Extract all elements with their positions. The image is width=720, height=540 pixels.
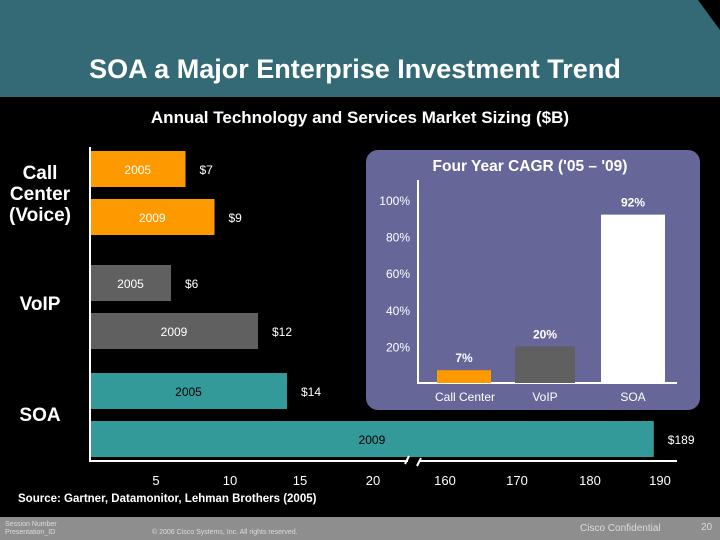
bar-year-label: 2005 — [175, 385, 202, 399]
cagr-bar — [515, 346, 575, 383]
cagr-bar — [437, 370, 491, 383]
x-tick-label: 160 — [434, 473, 456, 488]
bar-value-label: $189 — [668, 433, 695, 447]
x-tick-label: 20 — [366, 473, 380, 488]
source-note: Source: Gartner, Datamonitor, Lehman Bro… — [18, 493, 317, 505]
page-number: 20 — [701, 522, 713, 533]
x-tick-label: 180 — [579, 473, 601, 488]
bar-value-label: $6 — [185, 277, 199, 291]
bar-year-label: 2009 — [139, 211, 166, 225]
cagr-y-tick: 80% — [386, 231, 410, 245]
cagr-bar — [601, 214, 665, 383]
footer: Session Number Presentation_ID © 2006 Ci… — [0, 517, 720, 540]
bar — [90, 313, 258, 349]
presentation-id: Presentation_ID — [5, 529, 56, 536]
cagr-value-label: 92% — [621, 196, 645, 210]
bar — [90, 373, 287, 409]
bar-year-label: 2009 — [359, 433, 386, 447]
bar — [90, 421, 654, 457]
x-tick-label: 5 — [152, 473, 159, 488]
title-band — [0, 0, 720, 97]
cagr-y-tick: 60% — [386, 267, 410, 281]
bar-value-label: $12 — [272, 325, 292, 339]
axis-break-mark — [416, 457, 422, 467]
x-tick-label: 10 — [223, 473, 237, 488]
chart-subtitle: Annual Technology and Services Market Si… — [150, 108, 570, 127]
bar-year-label: 2009 — [161, 325, 188, 339]
category-call-center: Call Center (Voice) — [6, 163, 74, 226]
cagr-value-label: 20% — [533, 327, 557, 341]
bar-year-label: 2005 — [124, 163, 151, 177]
axis-break-mark — [404, 455, 410, 465]
category-voip: VoIP — [10, 294, 70, 315]
confidential-label: Cisco Confidential — [580, 523, 661, 534]
cagr-y-tick: 20% — [386, 340, 410, 354]
cagr-category-label: SOA — [620, 390, 645, 404]
cagr-title: Four Year CAGR ('05 – '09) — [433, 158, 628, 175]
cagr-y-tick: 100% — [379, 194, 410, 208]
corner-decoration — [698, 0, 720, 30]
bar — [90, 199, 215, 235]
cagr-value-label: 7% — [455, 351, 473, 365]
bar-value-label: $7 — [200, 163, 214, 177]
category-label: Call Center (Voice) — [9, 163, 71, 226]
category-soa: SOA — [10, 405, 70, 426]
cagr-category-label: Call Center — [435, 390, 495, 404]
cagr-category-label: VoIP — [532, 390, 557, 404]
bar-year-label: 2005 — [117, 277, 144, 291]
x-tick-label: 15 — [293, 473, 307, 488]
category-label: SOA — [19, 405, 61, 426]
bar-value-label: $14 — [301, 385, 321, 399]
x-tick-label: 170 — [506, 473, 528, 488]
category-label: VoIP — [19, 294, 61, 315]
session-number: Session Number — [5, 521, 57, 528]
bar-value-label: $9 — [229, 211, 243, 225]
slide-title: SOA a Major Enterprise Investment Trend — [89, 54, 621, 84]
cagr-y-tick: 40% — [386, 304, 410, 318]
bar — [90, 265, 171, 301]
x-tick-label: 190 — [649, 473, 671, 488]
copyright: © 2006 Cisco Systems, Inc. All rights re… — [152, 529, 298, 536]
bar — [90, 151, 186, 187]
